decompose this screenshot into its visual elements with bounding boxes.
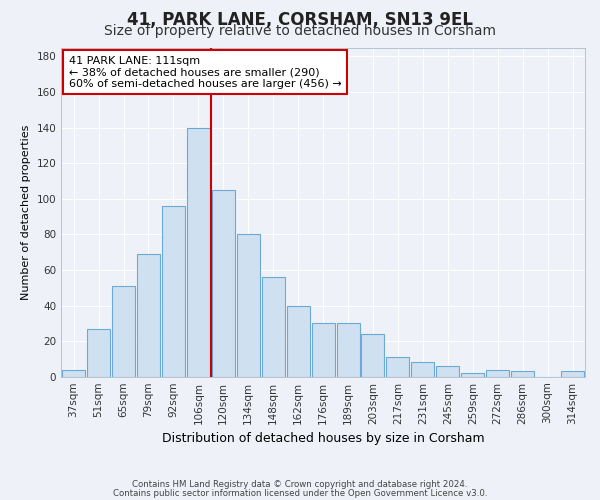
Bar [62, 370, 85, 376]
Text: Size of property relative to detached houses in Corsham: Size of property relative to detached ho… [104, 24, 496, 38]
Bar [461, 373, 484, 376]
Bar [386, 357, 409, 376]
Bar [237, 234, 260, 376]
Bar [187, 128, 210, 376]
X-axis label: Distribution of detached houses by size in Corsham: Distribution of detached houses by size … [162, 432, 484, 445]
Bar [436, 366, 459, 376]
Bar [412, 362, 434, 376]
Bar [311, 324, 335, 376]
Bar [262, 277, 284, 376]
Text: 41, PARK LANE, CORSHAM, SN13 9EL: 41, PARK LANE, CORSHAM, SN13 9EL [127, 11, 473, 29]
Bar [361, 334, 385, 376]
Bar [486, 370, 509, 376]
Bar [112, 286, 135, 376]
Y-axis label: Number of detached properties: Number of detached properties [21, 124, 31, 300]
Bar [87, 328, 110, 376]
Text: 41 PARK LANE: 111sqm
← 38% of detached houses are smaller (290)
60% of semi-deta: 41 PARK LANE: 111sqm ← 38% of detached h… [69, 56, 342, 89]
Text: Contains HM Land Registry data © Crown copyright and database right 2024.: Contains HM Land Registry data © Crown c… [132, 480, 468, 489]
Bar [561, 372, 584, 376]
Bar [287, 306, 310, 376]
Bar [137, 254, 160, 376]
Bar [511, 372, 534, 376]
Bar [337, 324, 359, 376]
Bar [212, 190, 235, 376]
Text: Contains public sector information licensed under the Open Government Licence v3: Contains public sector information licen… [113, 490, 487, 498]
Bar [162, 206, 185, 376]
